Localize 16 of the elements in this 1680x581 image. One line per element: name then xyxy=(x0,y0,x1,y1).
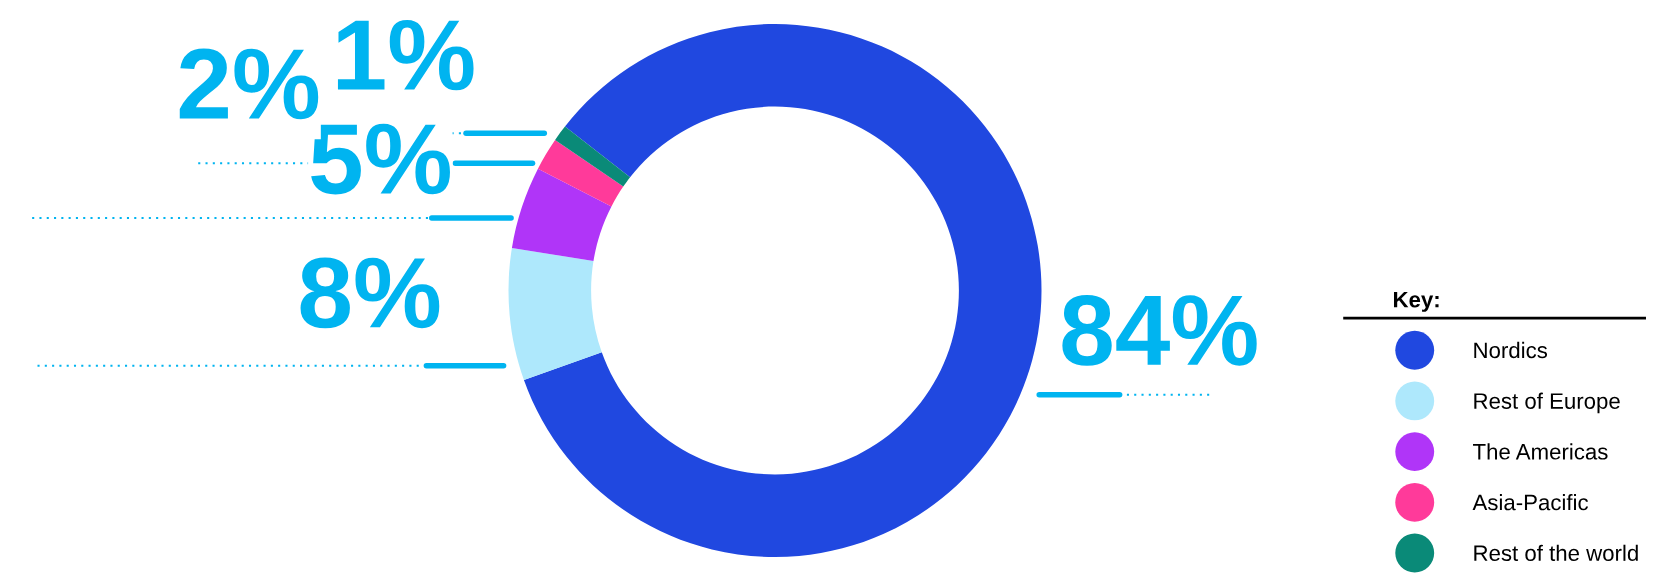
donut-slice xyxy=(511,168,612,262)
legend-label: The Americas xyxy=(1473,443,1608,460)
data-label: 2% xyxy=(179,48,319,120)
legend-label: Asia-Pacific xyxy=(1472,494,1589,511)
data-label: 84% xyxy=(1062,295,1257,366)
legend-label: Rest of the world xyxy=(1474,544,1638,562)
data-label: 8% xyxy=(300,257,440,329)
donut-slice xyxy=(508,247,602,380)
data-label: 5% xyxy=(311,123,450,195)
donut-slice xyxy=(537,139,624,207)
legend-label: Nordics xyxy=(1474,341,1548,359)
legend-title: Key: xyxy=(1394,291,1439,312)
donut-slice xyxy=(523,23,1042,557)
donut-slice xyxy=(555,126,631,187)
legend-label: Rest of Europe xyxy=(1474,392,1620,414)
data-label: 1% xyxy=(337,19,474,91)
